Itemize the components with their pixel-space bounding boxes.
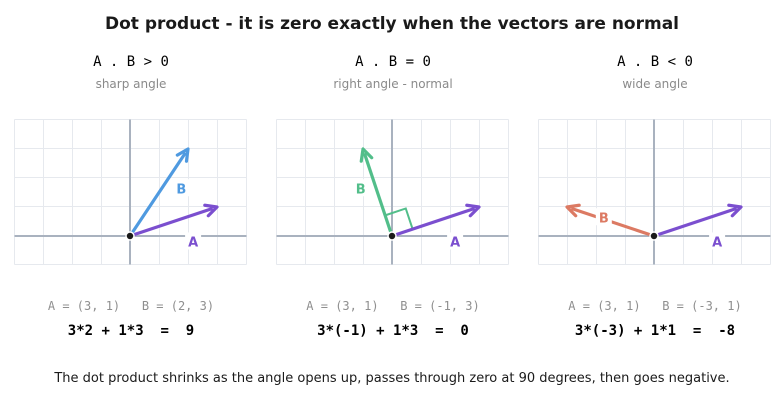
panel-subheading: right angle - normal — [333, 77, 453, 91]
panel-heading: A . B < 0 — [617, 54, 693, 70]
vector-b-label: B — [356, 182, 366, 197]
vector-a-arrow — [652, 203, 743, 238]
vector-plot: AB — [276, 119, 509, 265]
vector-a-label-background — [709, 232, 726, 250]
panel-subheading: wide angle — [622, 77, 688, 91]
origin-point — [125, 231, 135, 241]
vector-a-label: A — [450, 235, 460, 250]
vector-a-arrow — [128, 203, 219, 238]
origin-point — [387, 231, 397, 241]
vector-coordinates: A = (3, 1) B = (-3, 1) — [568, 299, 742, 313]
vector-b-arrow — [128, 147, 190, 238]
vector-b-label-background — [352, 179, 369, 197]
dot-product-formula: 3*(-1) + 1*3 = 0 — [317, 323, 469, 339]
vector-b-label-background — [595, 208, 612, 226]
vector-b-label-background — [173, 179, 190, 197]
vector-coordinates: A = (3, 1) B = (2, 3) — [47, 299, 215, 313]
vector-b-arrow — [565, 203, 656, 238]
vector-coordinates: A = (3, 1) B = (-1, 3) — [306, 299, 480, 313]
dot-product-formula: 3*2 + 1*3 = 9 — [67, 323, 195, 339]
vector-a-label: A — [712, 235, 722, 250]
vector-b-label: B — [176, 182, 186, 197]
panel-heading: A . B = 0 — [355, 54, 431, 70]
panel-heading: A . B > 0 — [93, 54, 169, 70]
origin-point — [649, 231, 659, 241]
vector-a-label: A — [188, 235, 198, 250]
dot-product-formula: 3*(-3) + 1*1 = -8 — [574, 323, 736, 339]
panel-subheading: sharp angle — [95, 77, 167, 91]
vector-a-label-background — [447, 232, 464, 250]
footer-caption: The dot product shrinks as the angle ope… — [54, 371, 730, 386]
vector-b-arrow — [359, 147, 394, 238]
vector-a-arrow — [390, 203, 481, 238]
vector-a-label-background — [185, 232, 202, 250]
vector-plot: AB — [538, 119, 771, 265]
vector-plot: AB — [14, 119, 247, 265]
page-title: Dot product - it is zero exactly when th… — [104, 14, 679, 34]
vector-b-label: B — [599, 211, 609, 226]
right-angle-marker — [384, 207, 414, 230]
